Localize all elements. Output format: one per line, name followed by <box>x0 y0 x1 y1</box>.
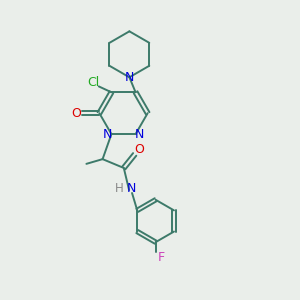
Text: O: O <box>134 143 144 156</box>
Text: N: N <box>127 182 136 195</box>
Text: H: H <box>115 182 124 195</box>
Text: O: O <box>72 107 82 120</box>
Text: Cl: Cl <box>87 76 99 89</box>
Text: N: N <box>125 71 134 84</box>
Text: N: N <box>103 128 112 141</box>
Text: F: F <box>157 251 164 264</box>
Text: N: N <box>134 128 144 141</box>
